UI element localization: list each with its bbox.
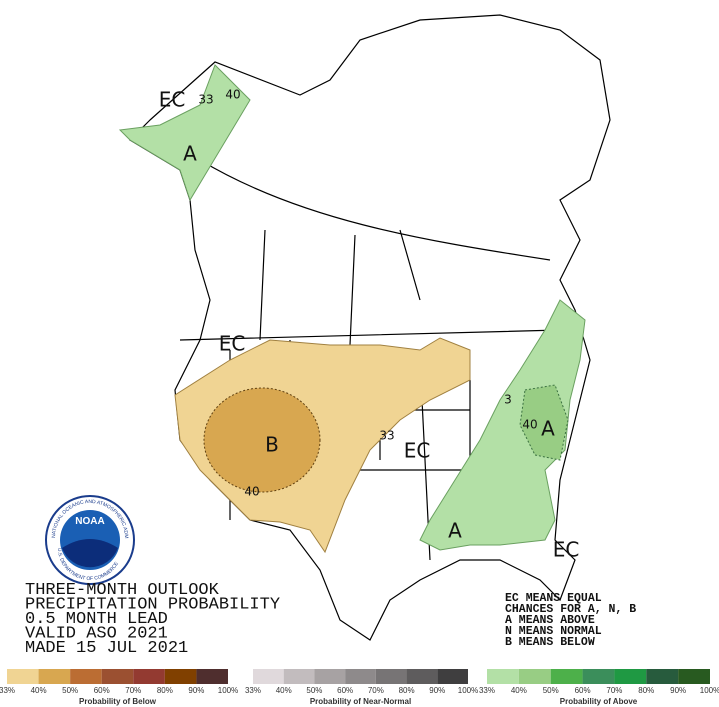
legend-tick-label: 33% bbox=[0, 686, 15, 695]
legend-tick-label: 70% bbox=[368, 686, 384, 695]
above-40-region bbox=[519, 384, 569, 461]
map-label: EC bbox=[159, 88, 186, 112]
legend-tick-label: 70% bbox=[606, 686, 622, 695]
map-label: 40 bbox=[244, 485, 259, 499]
legend-tick-label: 90% bbox=[429, 686, 445, 695]
title-line: 0.5 MONTH LEAD bbox=[25, 610, 168, 629]
below-40-region bbox=[203, 387, 321, 493]
legend-tick-label: 90% bbox=[670, 686, 686, 695]
legend-swatch bbox=[614, 669, 647, 684]
map-label: EC bbox=[404, 439, 431, 463]
legend-swatch bbox=[164, 669, 197, 684]
key-line: N MEANS NORMAL bbox=[505, 625, 602, 638]
key-line: CHANCES FOR A, N, B bbox=[505, 603, 636, 616]
legend-swatch bbox=[38, 669, 71, 684]
legend-tick-label: 33% bbox=[245, 686, 261, 695]
noaa-logo: NOAA NATIONAL OCEANIC AND ATMOSPHERIC AD… bbox=[0, 0, 135, 585]
legend-title: Probability of Above bbox=[560, 697, 638, 706]
legend-swatch bbox=[582, 669, 615, 684]
logo-name: NOAA bbox=[75, 516, 104, 527]
key-line: A MEANS ABOVE bbox=[505, 614, 595, 627]
legend-swatch bbox=[550, 669, 583, 684]
map-label: A bbox=[541, 417, 555, 441]
legend-tick-label: 50% bbox=[543, 686, 559, 695]
legend-swatch bbox=[345, 669, 376, 684]
above-region bbox=[419, 299, 586, 551]
title-line: VALID ASO 2021 bbox=[25, 625, 168, 644]
logo-ring-top: NATIONAL OCEANIC AND ATMOSPHERIC ADMINIS… bbox=[0, 0, 129, 539]
legend-tick-label: 33% bbox=[479, 686, 495, 695]
legend-tick-label: 80% bbox=[157, 686, 173, 695]
legend-swatch bbox=[678, 669, 710, 684]
legend-swatch bbox=[101, 669, 134, 684]
map-label: B bbox=[265, 433, 279, 457]
title-line: THREE-MONTH OUTLOOK bbox=[25, 581, 220, 600]
legend-tick-label: 80% bbox=[399, 686, 415, 695]
legend-swatch bbox=[375, 669, 407, 684]
legend-swatch bbox=[70, 669, 102, 684]
map-label: 40 bbox=[522, 418, 537, 432]
legend-tick-label: 40% bbox=[511, 686, 527, 695]
title-line: PRECIPITATION PROBABILITY bbox=[25, 596, 280, 615]
map-label: 3 bbox=[504, 393, 512, 407]
legend-swatch bbox=[437, 669, 468, 684]
legend-tick-label: 80% bbox=[638, 686, 654, 695]
legend-swatch bbox=[314, 669, 346, 684]
map-label: EC bbox=[219, 332, 246, 356]
legend-title: Probability of Near-Normal bbox=[310, 697, 411, 706]
key-line: B MEANS BELOW bbox=[505, 636, 595, 649]
legend-swatch bbox=[518, 669, 551, 684]
legend-tick-label: 90% bbox=[188, 686, 204, 695]
legend-swatch bbox=[406, 669, 438, 684]
legend-tick-label: 40% bbox=[276, 686, 292, 695]
legend-title: Probability of Below bbox=[79, 697, 157, 706]
legend-tick-label: 50% bbox=[306, 686, 322, 695]
legend-tick-label: 100% bbox=[458, 686, 478, 695]
map-label: 40 bbox=[225, 88, 240, 102]
legend-swatch bbox=[283, 669, 315, 684]
legend-tick-label: 70% bbox=[125, 686, 141, 695]
map-label: EC bbox=[553, 538, 580, 562]
legend-swatch bbox=[253, 669, 284, 684]
logo-wave bbox=[62, 539, 118, 568]
map-label: A bbox=[448, 519, 462, 543]
legend-tick-label: 100% bbox=[218, 686, 238, 695]
legend-swatch bbox=[133, 669, 165, 684]
key-line: EC MEANS EQUAL bbox=[505, 592, 602, 605]
legend-tick-label: 60% bbox=[337, 686, 353, 695]
map-label: 33 bbox=[379, 429, 394, 443]
above-region bbox=[118, 64, 251, 202]
legend-tick-label: 60% bbox=[94, 686, 110, 695]
legend-swatch bbox=[196, 669, 228, 684]
map-label: A bbox=[183, 142, 197, 166]
legend-swatch bbox=[487, 669, 519, 684]
legend-tick-label: 60% bbox=[575, 686, 591, 695]
legend-tick-label: 50% bbox=[62, 686, 78, 695]
legend-tick-label: 100% bbox=[700, 686, 719, 695]
logo-ring-text: NATIONAL OCEANIC AND ATMOSPHERIC ADMINIS… bbox=[0, 0, 129, 539]
legend-swatch bbox=[646, 669, 679, 684]
map-label: 33 bbox=[198, 93, 213, 107]
legend-swatch bbox=[7, 669, 39, 684]
title-line: MADE 15 JUL 2021 bbox=[25, 639, 188, 658]
legend-tick-label: 40% bbox=[31, 686, 47, 695]
